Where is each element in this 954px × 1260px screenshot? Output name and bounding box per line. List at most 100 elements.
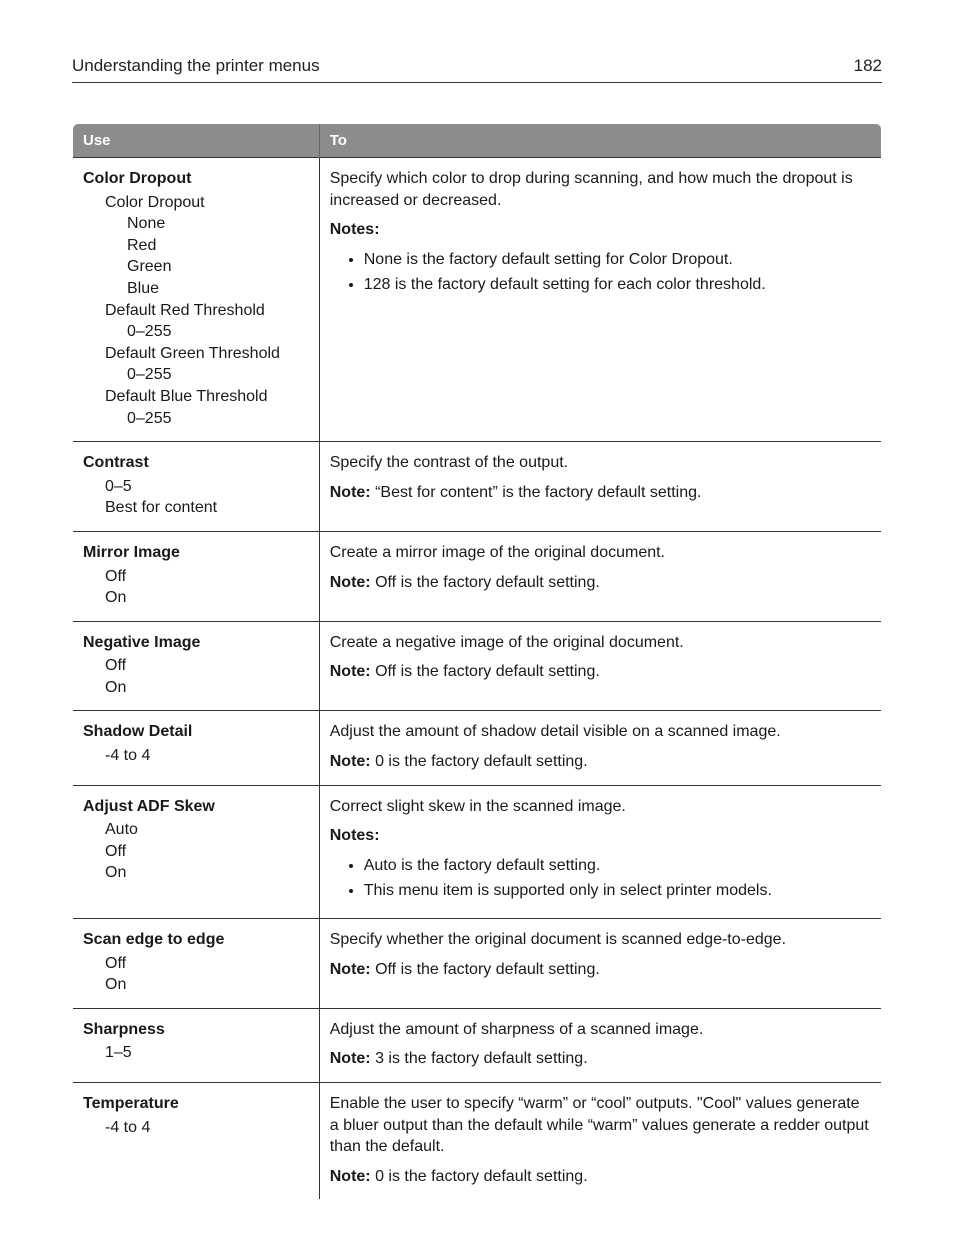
description-text: Specify which color to drop during scann… <box>330 168 871 211</box>
menu-table: Use To Color DropoutColor DropoutNoneRed… <box>72 123 882 1200</box>
note-item: This menu item is supported only in sele… <box>364 880 871 902</box>
description-block: Specify which color to drop during scann… <box>330 168 871 296</box>
document-page: Understanding the printer menus 182 Use … <box>0 0 954 1260</box>
option-item: On <box>83 587 309 609</box>
option-list: -4 to 4 <box>83 1117 309 1139</box>
option-item: On <box>83 677 309 699</box>
to-cell: Enable the user to specify “warm” or “co… <box>319 1083 881 1200</box>
notes-label: Notes: <box>330 221 380 238</box>
option-item: -4 to 4 <box>83 745 309 767</box>
note-text: 0 is the factory default setting. <box>371 1168 588 1185</box>
option-list: OffOn <box>83 953 309 996</box>
option-item: Default Red Threshold <box>83 300 309 322</box>
description-text: Create a mirror image of the original do… <box>330 542 871 564</box>
table-row: Shadow Detail-4 to 4 Adjust the amount of… <box>73 711 882 785</box>
option-list: -4 to 4 <box>83 745 309 767</box>
option-title: Shadow Detail <box>83 721 309 743</box>
note-label: Note: <box>330 1050 371 1067</box>
option-item: Off <box>83 566 309 588</box>
use-cell: Scan edge to edgeOffOn <box>73 919 320 1009</box>
option-item: Off <box>83 841 309 863</box>
use-cell: Contrast0–5Best for content <box>73 442 320 532</box>
note-text: Off is the factory default setting. <box>371 663 600 680</box>
note-item: 128 is the factory default setting for e… <box>364 274 871 296</box>
notes-heading: Notes: <box>330 219 871 241</box>
option-list: OffOn <box>83 655 309 698</box>
menu-table-wrap: Use To Color DropoutColor DropoutNoneRed… <box>72 123 882 1200</box>
description-text: Specify whether the original document is… <box>330 929 871 951</box>
to-cell: Specify the contrast of the output. Note:… <box>319 442 881 532</box>
option-item: Off <box>83 655 309 677</box>
table-row: Sharpness1–5Adjust the amount of sharpne… <box>73 1008 882 1082</box>
option-item: Default Green Threshold <box>83 343 309 365</box>
note-label: Note: <box>330 961 371 978</box>
option-item: Color Dropout <box>83 192 309 214</box>
to-cell: Specify whether the original document is… <box>319 919 881 1009</box>
description-text: Create a negative image of the original … <box>330 632 871 654</box>
table-row: Contrast0–5Best for contentSpecify the c… <box>73 442 882 532</box>
option-title: Negative Image <box>83 632 309 654</box>
option-list: OffOn <box>83 566 309 609</box>
option-item: None <box>83 213 309 235</box>
description-block: Create a negative image of the original … <box>330 632 871 683</box>
to-cell: Correct slight skew in the scanned image… <box>319 785 881 918</box>
note-line: Note: 0 is the factory default setting. <box>330 1166 871 1188</box>
option-item: 1–5 <box>83 1042 309 1064</box>
description-text: Adjust the amount of shadow detail visib… <box>330 721 871 743</box>
option-item: -4 to 4 <box>83 1117 309 1139</box>
page-title: Understanding the printer menus <box>72 56 320 76</box>
page-number: 182 <box>854 56 882 76</box>
note-text: Off is the factory default setting. <box>371 574 600 591</box>
table-row: Color DropoutColor DropoutNoneRedGreenBl… <box>73 158 882 442</box>
to-cell: Specify which color to drop during scann… <box>319 158 881 442</box>
to-cell: Adjust the amount of shadow detail visib… <box>319 711 881 785</box>
option-list: AutoOffOn <box>83 819 309 884</box>
note-line: Note: Off is the factory default setting… <box>330 959 871 981</box>
option-item: Red <box>83 235 309 257</box>
description-block: Adjust the amount of sharpness of a scan… <box>330 1019 871 1070</box>
note-text: “Best for content” is the factory defaul… <box>371 484 702 501</box>
note-item: None is the factory default setting for … <box>364 249 871 271</box>
option-item: On <box>83 862 309 884</box>
option-item: 0–255 <box>83 408 309 430</box>
note-line: Note: 3 is the factory default setting. <box>330 1048 871 1070</box>
description-block: Specify whether the original document is… <box>330 929 871 980</box>
option-title: Color Dropout <box>83 168 309 190</box>
column-header-to: To <box>319 124 881 158</box>
option-item: Auto <box>83 819 309 841</box>
table-row: Negative ImageOffOn Create a negative ima… <box>73 621 882 711</box>
page-header: Understanding the printer menus 182 <box>72 56 882 83</box>
note-text: Off is the factory default setting. <box>371 961 600 978</box>
note-label: Note: <box>330 1168 371 1185</box>
description-text: Specify the contrast of the output. <box>330 452 871 474</box>
option-title: Temperature <box>83 1093 309 1115</box>
note-line: Note: Off is the factory default setting… <box>330 572 871 594</box>
table-row: Scan edge to edgeOffOn Specify whether th… <box>73 919 882 1009</box>
option-item: 0–255 <box>83 321 309 343</box>
description-text: Enable the user to specify “warm” or “co… <box>330 1093 871 1158</box>
table-row: Adjust ADF SkewAutoOffOn Correct slight s… <box>73 785 882 918</box>
option-item: Off <box>83 953 309 975</box>
description-block: Specify the contrast of the output. Note:… <box>330 452 871 503</box>
option-title: Contrast <box>83 452 309 474</box>
notes-list: None is the factory default setting for … <box>330 249 871 296</box>
option-item: Best for content <box>83 497 309 519</box>
description-block: Correct slight skew in the scanned image… <box>330 796 871 902</box>
use-cell: Color DropoutColor DropoutNoneRedGreenBl… <box>73 158 320 442</box>
note-line: Note: “Best for content” is the factory … <box>330 482 871 504</box>
note-label: Note: <box>330 663 371 680</box>
use-cell: Mirror ImageOffOn <box>73 531 320 621</box>
table-row: Mirror ImageOffOn Create a mirror image o… <box>73 531 882 621</box>
option-title: Adjust ADF Skew <box>83 796 309 818</box>
description-text: Correct slight skew in the scanned image… <box>330 796 871 818</box>
use-cell: Negative ImageOffOn <box>73 621 320 711</box>
option-item: On <box>83 974 309 996</box>
option-item: Green <box>83 256 309 278</box>
notes-list: Auto is the factory default setting.This… <box>330 855 871 902</box>
use-cell: Adjust ADF SkewAutoOffOn <box>73 785 320 918</box>
note-line: Note: 0 is the factory default setting. <box>330 751 871 773</box>
note-label: Note: <box>330 753 371 770</box>
note-label: Note: <box>330 574 371 591</box>
option-title: Mirror Image <box>83 542 309 564</box>
table-header-row: Use To <box>73 124 882 158</box>
